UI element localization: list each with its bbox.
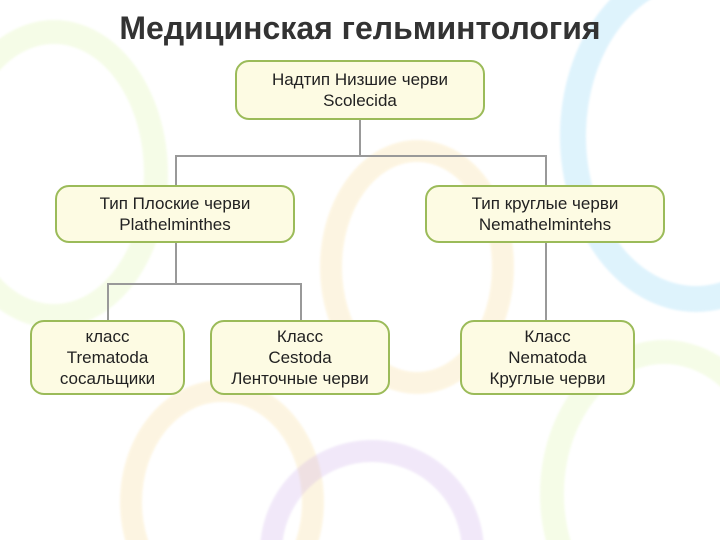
conn-root-v [359,120,361,155]
node-nematoda: Класс Nematoda Круглые черви [460,320,635,395]
node-cest-line2: Cestoda [268,347,331,368]
node-plathelminthes: Тип Плоские черви Plathelminthes [55,185,295,243]
conn-left-down [175,243,177,283]
conn-left-v [175,155,177,185]
bg-blob-1 [0,20,168,328]
node-nemathelminthes: Тип круглые черви Nemathelmintehs [425,185,665,243]
conn-trematoda-v [107,283,109,320]
diagram-canvas: Медицинская гельминтология Надтип Низшие… [0,0,720,540]
node-cest-line3: Ленточные черви [231,368,369,389]
node-trem-line2: Trematoda [67,347,149,368]
conn-right-v [545,155,547,185]
node-trematoda: класс Trematoda сосальщики [30,320,185,395]
page-title: Медицинская гельминтология [0,10,720,47]
node-trem-line1: класс [85,326,129,347]
node-nema-line1: Класс [524,326,570,347]
node-root: Надтип Низшие черви Scolecida [235,60,485,120]
node-nemat-line2: Nemathelmintehs [479,214,611,235]
node-nema-line2: Nematoda [508,347,586,368]
node-plath-line2: Plathelminthes [119,214,231,235]
node-root-line1: Надтип Низшие черви [272,69,448,90]
node-nema-line3: Круглые черви [489,368,605,389]
node-plath-line1: Тип Плоские черви [100,193,251,214]
node-cest-line1: Класс [277,326,323,347]
conn-cestoda-v [300,283,302,320]
node-root-line2: Scolecida [323,90,397,111]
node-trem-line3: сосальщики [60,368,155,389]
node-cestoda: Класс Cestoda Ленточные черви [210,320,390,395]
conn-level1-h [175,155,545,157]
conn-left-h [107,283,300,285]
node-nemat-line1: Тип круглые черви [472,193,619,214]
conn-right-down [545,243,547,320]
